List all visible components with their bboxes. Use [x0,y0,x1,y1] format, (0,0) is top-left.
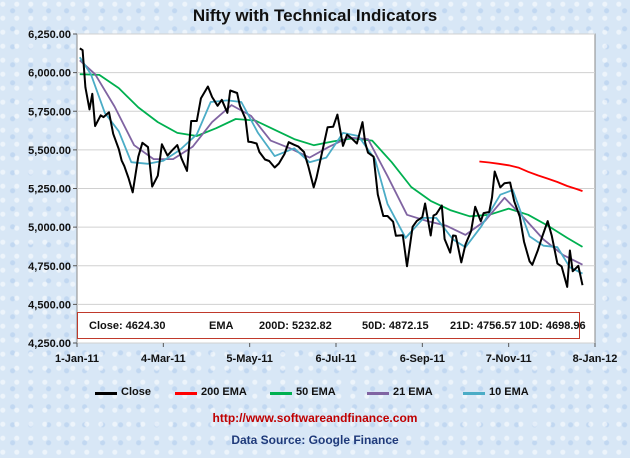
series-50-ema [79,73,583,248]
legend-label: 200 EMA [201,386,247,398]
y-tick-label: 5,250.00 [28,184,71,196]
series-200-ema [479,160,583,192]
legend-label: 10 EMA [489,386,529,398]
y-axis: 4,250.00 4,500.00 4,750.00 5,000.00 5,250.00… [28,29,77,350]
x-tick-label: 4-Mar-11 [141,353,186,365]
series-close [79,47,584,288]
legend-label: 21 EMA [393,386,433,398]
y-tick-label: 4,750.00 [28,261,71,273]
legend-label: Close [121,386,151,398]
y-tick-label: 4,250.00 [28,338,71,350]
y-tick-label: 5,500.00 [28,145,71,157]
legend-swatch [463,392,485,395]
series-10-ema [79,56,583,275]
y-tick-label: 5,750.00 [28,106,71,118]
legend-swatch [367,392,389,395]
ema-label: EMA [209,320,234,332]
y-tick-label: 4,500.00 [28,299,71,311]
x-axis: 1-Jan-11 4-Mar-11 5-May-11 6-Jul-11 6-Sep-11… [55,343,617,365]
y-tick-label: 6,000.00 [28,68,71,80]
ema21-value: 21D: 4756.57 [450,320,517,332]
legend-swatch [270,392,292,395]
summary-box: Close: 4624.30 EMA 200D: 5232.82 50D: 48… [77,312,586,339]
y-tick-label: 5,000.00 [28,222,71,234]
ema10-value: 10D: 4698.96 [519,320,586,332]
legend-label: 50 EMA [296,386,336,398]
chart-title: Nifty with Technical Indicators [192,6,438,25]
x-tick-label: 1-Jan-11 [55,353,99,365]
y-gridlines [77,33,595,344]
ema200-value: 200D: 5232.82 [259,320,332,332]
series-lines [79,47,584,288]
x-tick-label: 7-Nov-11 [486,353,532,365]
close-value: Close: 4624.30 [89,320,166,332]
legend: Close 200 EMA 50 EMA 21 EMA 10 EMA [0,384,630,404]
y-tick-label: 6,250.00 [28,29,71,41]
x-tick-label: 8-Jan-12 [573,353,618,365]
x-tick-label: 6-Jul-11 [316,353,357,365]
ema50-value: 50D: 4872.15 [362,320,429,332]
x-tick-label: 6-Sep-11 [400,353,445,365]
data-source: Data Source: Google Finance [231,433,399,447]
legend-swatch [175,392,197,395]
legend-swatch [95,392,117,395]
website-link[interactable]: http://www.softwareandfinance.com [212,411,418,425]
x-tick-label: 5-May-11 [226,353,272,365]
